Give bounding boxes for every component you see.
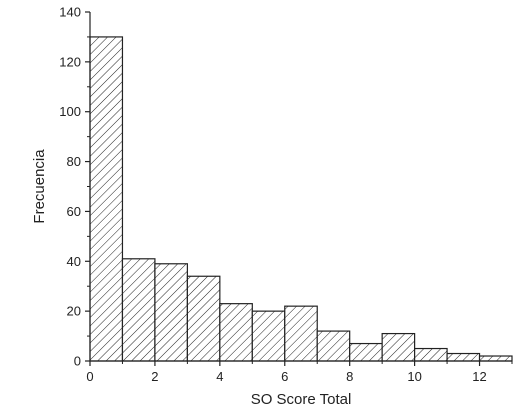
y-tick-label-4: 80 bbox=[67, 154, 81, 169]
x-tick-label-5: 10 bbox=[407, 369, 421, 384]
y-tick-label-1: 20 bbox=[67, 304, 81, 319]
histogram-bar-6 bbox=[284, 305, 318, 362]
histogram-bar-0 bbox=[89, 36, 124, 362]
ticks-group: 0 20 40 60 80 100 120 140 0 2 4 6 8 10 12 bbox=[59, 5, 513, 384]
histogram-bar-8 bbox=[349, 342, 383, 362]
histogram-bar-2 bbox=[154, 263, 188, 362]
histogram-bar-4 bbox=[219, 303, 253, 362]
histogram-bar-5 bbox=[251, 310, 286, 362]
histogram-bar-10 bbox=[414, 347, 448, 362]
y-axis-title: Frecuencia bbox=[31, 149, 48, 224]
bars-group bbox=[89, 36, 513, 362]
y-tick-label-3: 60 bbox=[67, 204, 81, 219]
x-tick-label-3: 6 bbox=[281, 369, 288, 384]
histogram-bar-3 bbox=[186, 275, 221, 362]
histogram-bar-9 bbox=[381, 332, 416, 362]
y-tick-label-7: 140 bbox=[59, 5, 81, 20]
histogram-bar-12 bbox=[478, 355, 513, 362]
histogram-bar-11 bbox=[446, 352, 481, 362]
x-axis-title: SO Score Total bbox=[251, 391, 352, 408]
x-tick-label-0: 0 bbox=[86, 369, 93, 384]
x-tick-label-2: 4 bbox=[216, 369, 223, 384]
y-tick-label-5: 100 bbox=[59, 104, 81, 119]
histogram-bar-7 bbox=[316, 330, 351, 362]
x-tick-label-6: 12 bbox=[472, 369, 486, 384]
histogram-bar-1 bbox=[121, 258, 156, 362]
y-tick-label-2: 40 bbox=[67, 254, 81, 269]
y-tick-label-6: 120 bbox=[59, 54, 81, 69]
x-tick-label-4: 8 bbox=[346, 369, 353, 384]
y-tick-label-0: 0 bbox=[74, 354, 81, 369]
x-tick-label-1: 2 bbox=[151, 369, 158, 384]
